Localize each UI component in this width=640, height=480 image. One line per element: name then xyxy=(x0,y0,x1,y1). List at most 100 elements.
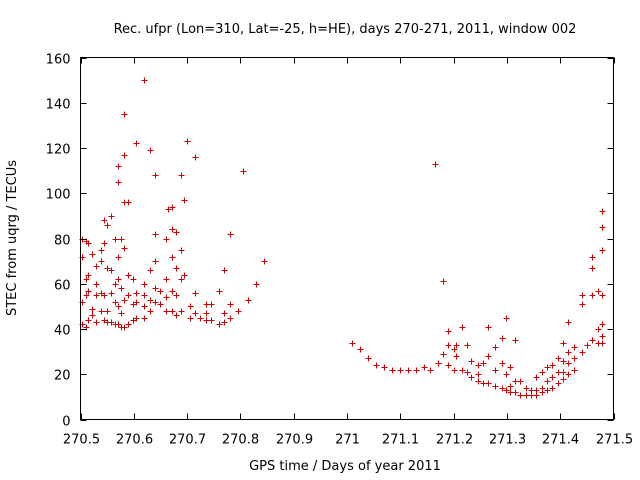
data-point xyxy=(104,222,111,229)
x-tick-label: 270.6 xyxy=(116,433,153,448)
data-point xyxy=(503,315,510,322)
data-point xyxy=(133,299,140,306)
data-point xyxy=(152,299,159,306)
data-point xyxy=(445,328,452,335)
data-point xyxy=(141,281,148,288)
data-point xyxy=(512,389,519,396)
x-tick-label: 270.8 xyxy=(222,433,259,448)
data-point xyxy=(512,337,519,344)
data-point xyxy=(181,272,188,279)
data-point xyxy=(227,231,234,238)
data-point xyxy=(453,353,460,360)
x-tick-label: 271.2 xyxy=(436,433,473,448)
data-point xyxy=(221,267,228,274)
data-point xyxy=(173,265,180,272)
data-point xyxy=(163,236,170,243)
data-point xyxy=(599,321,606,328)
data-point xyxy=(187,303,194,310)
data-point xyxy=(178,308,185,315)
axis-ticks: 270.5 270.6 270.7 270.8 270.9 271 271.1 271.2 27… xyxy=(46,53,633,448)
data-point xyxy=(169,226,176,233)
data-point xyxy=(427,367,434,374)
data-point xyxy=(589,265,596,272)
y-tick-label: 20 xyxy=(54,369,71,384)
data-point xyxy=(115,179,122,186)
data-point xyxy=(544,387,551,394)
data-point xyxy=(468,374,475,381)
data-point xyxy=(125,199,132,206)
x-tick-label: 271.4 xyxy=(542,433,579,448)
data-point xyxy=(192,290,199,297)
data-point xyxy=(104,308,111,315)
data-point xyxy=(485,324,492,331)
data-point xyxy=(147,297,154,304)
data-point xyxy=(533,392,540,399)
chart-title: Rec. ufpr (Lon=310, Lat=-25, h=HE), days… xyxy=(114,22,577,37)
data-point xyxy=(599,224,606,231)
data-point xyxy=(595,288,602,295)
data-point xyxy=(115,254,122,261)
x-tick-label: 271.3 xyxy=(489,433,526,448)
data-point xyxy=(178,247,185,254)
data-point xyxy=(115,303,122,310)
data-point xyxy=(459,367,466,374)
data-points xyxy=(79,77,606,399)
data-point xyxy=(492,383,499,390)
data-point xyxy=(181,197,188,204)
data-point xyxy=(544,364,551,371)
data-point xyxy=(599,333,606,340)
data-point xyxy=(115,321,122,328)
y-tick-label: 160 xyxy=(46,53,71,68)
data-point xyxy=(599,247,606,254)
data-point xyxy=(261,258,268,265)
data-point xyxy=(98,258,105,265)
data-point xyxy=(579,349,586,356)
data-point xyxy=(584,342,591,349)
data-point xyxy=(560,340,567,347)
data-point xyxy=(555,380,562,387)
data-point xyxy=(221,310,228,317)
data-point xyxy=(147,308,154,315)
data-point xyxy=(503,371,510,378)
data-point xyxy=(599,340,606,347)
data-point xyxy=(589,254,596,261)
data-point xyxy=(165,206,172,213)
data-point xyxy=(464,369,471,376)
data-point xyxy=(192,154,199,161)
data-point xyxy=(157,301,164,308)
x-axis-label: GPS time / Days of year 2011 xyxy=(249,459,441,474)
data-point xyxy=(571,355,578,362)
data-point xyxy=(499,360,506,367)
x-tick-label: 271.1 xyxy=(382,433,419,448)
data-point xyxy=(173,229,180,236)
data-point xyxy=(108,267,115,274)
data-point xyxy=(499,385,506,392)
data-point xyxy=(539,369,546,376)
data-point xyxy=(163,294,170,301)
data-point xyxy=(108,213,115,220)
data-point xyxy=(440,351,447,358)
data-point xyxy=(453,342,460,349)
data-point xyxy=(147,147,154,154)
data-point xyxy=(492,344,499,351)
data-point xyxy=(93,319,100,326)
data-point xyxy=(104,265,111,272)
data-point xyxy=(115,163,122,170)
data-point xyxy=(389,367,396,374)
data-point xyxy=(555,355,562,362)
data-point xyxy=(227,301,234,308)
data-point xyxy=(89,251,96,258)
data-point xyxy=(560,358,567,365)
data-point xyxy=(93,281,100,288)
data-point xyxy=(152,231,159,238)
data-point xyxy=(118,310,125,317)
data-point xyxy=(507,383,514,390)
data-point xyxy=(141,315,148,322)
data-point xyxy=(503,387,510,394)
data-point xyxy=(485,353,492,360)
data-point xyxy=(227,315,234,322)
data-point xyxy=(121,245,128,252)
data-point xyxy=(560,376,567,383)
data-point xyxy=(112,299,119,306)
data-point xyxy=(517,378,524,385)
